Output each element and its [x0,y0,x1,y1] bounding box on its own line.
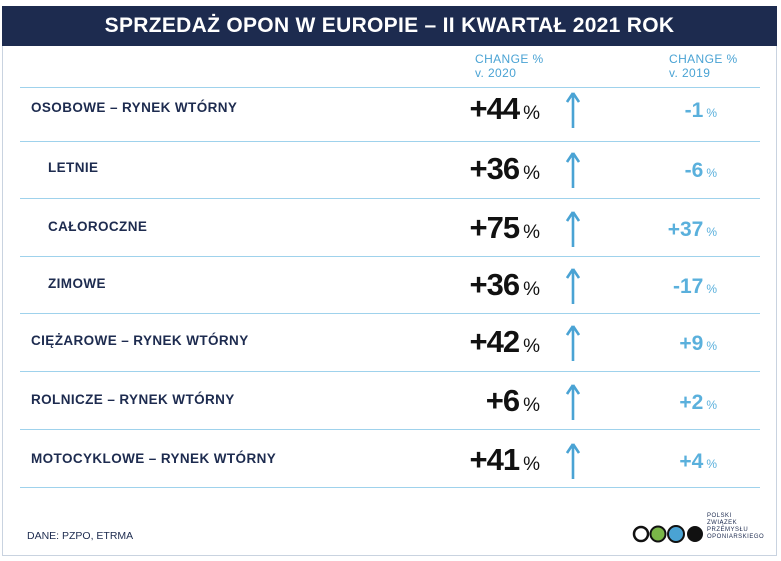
row-label: ROLNICZE – RYNEK WTÓRNY [31,392,235,407]
logo-ring [632,525,650,543]
unit: % [706,398,717,412]
change-2019: -17% [637,275,717,299]
up-arrow [566,92,580,128]
row-label: OSOBOWE – RYNEK WTÓRNY [31,100,238,115]
arrow-shape [566,384,580,420]
row-label: CAŁOROCZNE [48,219,148,234]
unit: % [706,106,717,120]
change-2019: +4% [637,450,717,474]
unit: % [523,163,540,184]
unit: % [706,166,717,180]
up-arrow [566,268,580,304]
arrow-shape [566,211,580,247]
change-2019: +9% [637,332,717,356]
change-2020-value: +36 [469,151,521,186]
change-2019-value: -17 [672,275,704,298]
change-2019-value: -6 [684,159,704,182]
arrow-shape [566,443,580,479]
change-2019: -6% [637,159,717,183]
up-arrow [566,384,580,420]
row-separator [20,198,760,199]
change-2020: +36% [420,151,541,187]
logo [632,524,705,544]
row-label: MOTOCYKLOWE – RYNEK WTÓRNY [31,451,277,466]
arrow-shape [566,268,580,304]
unit: % [706,457,717,471]
change-2019-value: +9 [679,332,704,355]
change-2019-value: +4 [679,450,704,473]
change-2020-value: +42 [469,324,521,359]
change-2020-value: +36 [469,267,521,302]
change-2019-value: -1 [684,99,704,122]
arrow-shape [566,92,580,128]
change-2020: +75% [420,210,541,246]
row-label: LETNIE [48,160,99,175]
column-header-line: CHANGE % [669,52,738,66]
unit: % [523,103,540,124]
unit: % [523,454,540,475]
title: SPRZEDAŻ OPON W EUROPIE – II KWARTAŁ 202… [2,6,777,46]
row-separator [20,313,760,314]
change-2020-value: +41 [469,442,521,477]
logo-line: PRZEMYSŁU [707,527,749,533]
change-2020: +36% [420,267,541,303]
arrow-shape [566,325,580,361]
row-separator [20,141,760,142]
logo-ring [649,525,667,543]
change-2020-value: +6 [485,383,520,418]
change-2020-value: +44 [469,91,521,126]
logo-line: POLSKI [707,513,732,519]
column-header-line: v. 2019 [669,66,711,80]
up-arrow [566,152,580,188]
change-2020: +6% [420,383,540,419]
row-separator [20,429,760,430]
change-2020: +41% [420,442,541,478]
change-2020: +42% [420,324,541,360]
column-header-line: CHANGE % [475,52,544,66]
up-arrow [566,211,580,247]
row-separator [20,256,760,257]
row-separator [20,371,760,372]
row-label: ZIMOWE [48,276,106,291]
logo-line: OPONIARSKIEGO [707,534,765,540]
logo-ring [685,524,705,544]
unit: % [523,222,540,243]
column-header: CHANGE % v. 2020 [475,52,544,80]
change-2020: +44% [420,91,541,127]
unit: % [706,282,717,296]
change-2019: -1% [637,99,717,123]
unit: % [706,339,717,353]
change-2019-value: +2 [679,391,704,414]
column-header-line: v. 2020 [475,66,517,80]
up-arrow [566,443,580,479]
unit: % [523,336,540,357]
logo-ring [667,525,685,543]
up-arrow [566,325,580,361]
logo-text: POLSKI ZWIĄZEK PRZEMYSŁU OPONIARSKIEGO [707,513,764,541]
row-separator [20,487,760,488]
unit: % [523,395,540,416]
change-2019-value: +37 [667,218,704,241]
source: DANE: PZPO, ETRMA [27,530,134,542]
column-header: CHANGE % v. 2019 [669,52,738,80]
unit: % [706,225,717,239]
change-2019: +37% [637,218,717,242]
arrow-shape [566,152,580,188]
row-separator [20,87,760,88]
change-2019: +2% [637,391,717,415]
logo-line: ZWIĄZEK [707,520,738,526]
unit: % [523,279,540,300]
change-2020-value: +75 [469,210,521,245]
row-label: CIĘŻAROWE – RYNEK WTÓRNY [31,333,249,348]
